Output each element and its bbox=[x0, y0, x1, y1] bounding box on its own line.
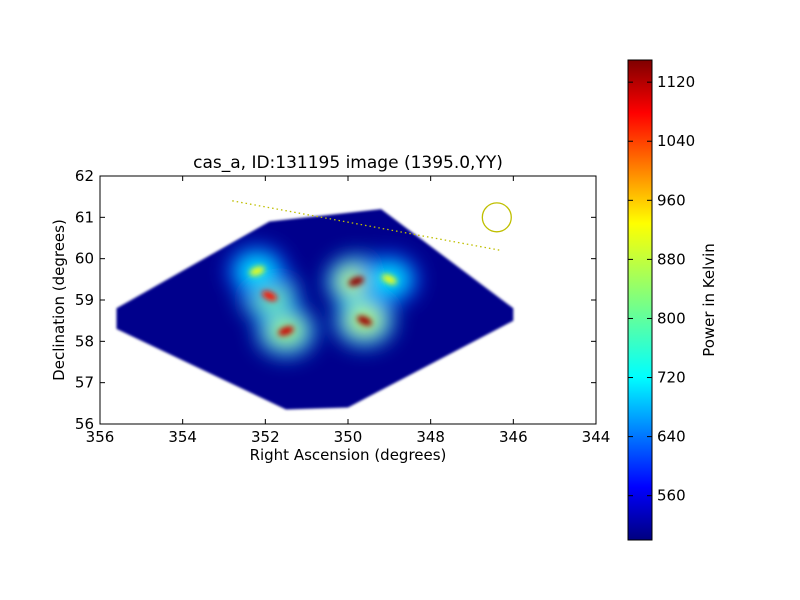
beam-circle-annotation bbox=[481, 202, 512, 233]
colorbar-tick-label: 640 bbox=[657, 428, 686, 446]
chart-title: cas_a, ID:131195 image (1395.0,YY) bbox=[193, 153, 503, 173]
hotspot-core bbox=[381, 274, 397, 285]
coverage-region bbox=[116, 209, 514, 410]
colorbar-tick-label: 960 bbox=[657, 191, 686, 209]
colorbar-label: Power in Kelvin bbox=[700, 243, 718, 357]
emission-glow bbox=[227, 245, 420, 357]
colorbar-tick-label: 880 bbox=[657, 250, 686, 268]
colorbar-tick-label: 1040 bbox=[657, 132, 695, 150]
hotspot-core bbox=[278, 326, 294, 336]
y-tick-label: 60 bbox=[75, 250, 94, 268]
colorbar-ticks: 560 640 720 800 880 960 1040 1120 bbox=[628, 73, 695, 505]
y-tick-label: 62 bbox=[75, 167, 94, 185]
colorbar-gradient bbox=[627, 59, 653, 541]
y-axis-ticks: 56 57 58 59 60 61 62 bbox=[75, 167, 596, 433]
colorbar: 560 640 720 800 880 960 1040 1120 Power in Kelv… bbox=[627, 59, 718, 541]
y-tick-label: 56 bbox=[75, 415, 94, 433]
hotspot-core bbox=[262, 290, 277, 301]
y-axis-label: Declination (degrees) bbox=[50, 219, 68, 381]
y-tick-label: 61 bbox=[75, 208, 94, 226]
hotspot-core bbox=[249, 266, 265, 276]
hotspot-core bbox=[357, 315, 372, 326]
y-tick-label: 59 bbox=[75, 291, 94, 309]
y-tick-label: 57 bbox=[75, 374, 94, 392]
colorbar-tick-label: 720 bbox=[657, 369, 686, 387]
y-tick-label: 58 bbox=[75, 332, 94, 350]
hotspot-core bbox=[348, 276, 364, 287]
dotted-line-annotation bbox=[232, 200, 502, 252]
x-tick-label: 346 bbox=[499, 428, 528, 446]
colorbar-tick-label: 800 bbox=[657, 309, 686, 327]
emission-cores bbox=[249, 266, 397, 336]
colorbar-tick-label: 560 bbox=[657, 487, 686, 505]
x-tick-label: 356 bbox=[86, 428, 115, 446]
x-tick-label: 352 bbox=[251, 428, 280, 446]
x-tick-label: 348 bbox=[416, 428, 445, 446]
x-tick-label: 354 bbox=[168, 428, 197, 446]
x-axis-ticks: 356 354 352 350 348 346 344 bbox=[86, 176, 611, 446]
x-tick-label: 344 bbox=[582, 428, 611, 446]
plot-area: 356 354 352 350 348 346 344 56 57 58 59 60 61 62 bbox=[75, 167, 610, 446]
x-axis-label: Right Ascension (degrees) bbox=[250, 446, 447, 464]
heatmap-image bbox=[116, 209, 514, 410]
x-tick-label: 350 bbox=[334, 428, 363, 446]
colorbar-tick-label: 1120 bbox=[657, 73, 695, 91]
